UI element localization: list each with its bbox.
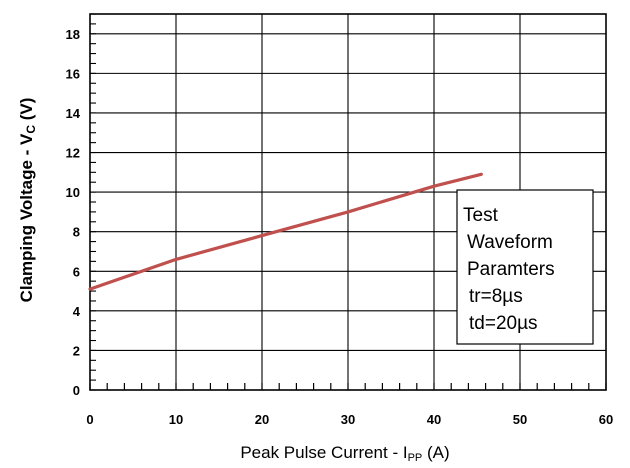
x-tick-label: 10 [169,412,183,427]
x-tick-label: 20 [255,412,269,427]
y-axis-title-sub: C [24,125,38,134]
y-axis-title-main: Clamping Voltage - V [17,133,36,302]
annotation-line: Waveform [467,232,553,253]
series-line [88,172,483,291]
y-axis-title: Clamping Voltage - VC (V) [17,98,38,303]
x-axis-title: Peak Pulse Current - IPP (A) [240,443,449,464]
y-tick-label: 2 [73,343,80,358]
y-axis-title-unit: (V) [17,98,36,125]
y-tick-label: 12 [66,146,80,161]
annotation-line: Test [463,205,499,226]
y-tick-label: 14 [66,106,81,121]
annotation-line: td=20µs [469,313,538,334]
x-tick-label: 50 [513,412,527,427]
annotation-box: Test Waveform Paramters tr=8µs td=20µs [456,189,594,345]
annotation-line: tr=8µs [469,286,523,307]
y-tick-label: 18 [66,27,80,42]
plot-frame [89,13,607,391]
annotation-rect [456,189,594,345]
y-tick-label: 0 [73,383,80,398]
y-tick-label: 16 [66,66,80,81]
x-tick-label: 40 [427,412,441,427]
annotation-line: Paramters [467,259,555,280]
y-tick-label: 10 [66,185,80,200]
y-tick-label: 4 [73,304,81,319]
y-tick-label: 8 [73,225,80,240]
x-tick-label: 0 [86,412,93,427]
y-tick-label: 6 [73,264,80,279]
x-axis-title-sub: PP [408,452,423,464]
x-tick-labels: 0 10 20 30 40 50 60 [86,412,613,427]
x-axis-title-main: Peak Pulse Current - I [240,443,407,462]
series [88,172,483,291]
x-tick-label: 60 [599,412,613,427]
x-tick-label: 30 [341,412,355,427]
y-tick-labels: 0 2 4 6 8 10 12 14 16 18 [66,27,81,398]
x-axis-title-unit: (A) [422,443,449,462]
